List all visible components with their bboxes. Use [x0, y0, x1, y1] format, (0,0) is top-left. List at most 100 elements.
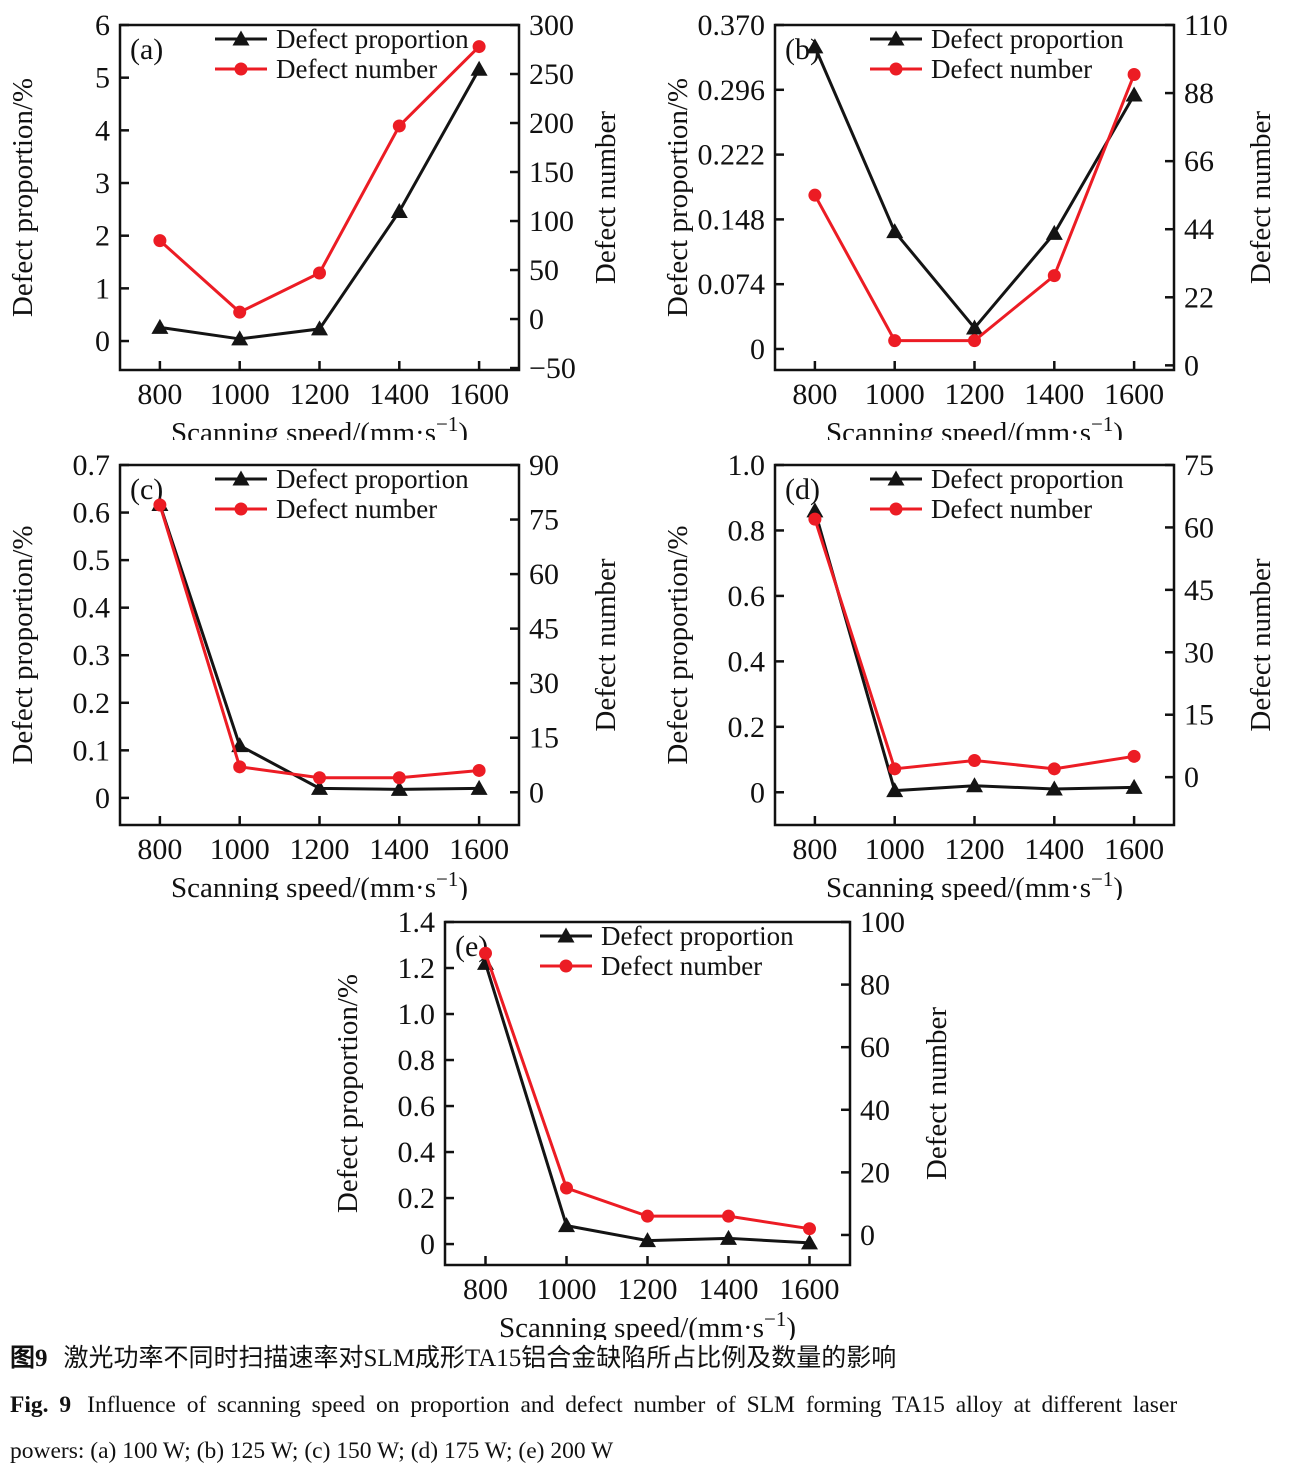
x-tick-label: 1000 [537, 1273, 597, 1306]
y-left-tick-label: 0.2 [398, 1182, 436, 1215]
y-right-tick-label: 75 [529, 504, 559, 537]
x-tick-label: 1600 [1104, 833, 1164, 866]
y-right-tick-label: 44 [1184, 213, 1214, 246]
series-defect-number-marker [1047, 762, 1061, 776]
series-defect-number-marker [153, 498, 167, 512]
y-left-axis-title: Defect proportion/% [7, 525, 39, 764]
y-right-tick-label: 0 [860, 1219, 875, 1252]
y-left-tick-label: 0.5 [73, 544, 111, 577]
y-left-tick-label: 0.370 [698, 9, 766, 42]
series-defect-proportion-marker [1045, 224, 1063, 240]
x-axis-title: Scanning speed/(mm·s−1) [826, 867, 1123, 900]
series-defect-proportion-marker [966, 319, 983, 335]
x-tick-label: 1200 [945, 833, 1005, 866]
series-defect-proportion-marker [639, 1232, 656, 1248]
series-defect-number-line [813, 73, 1136, 343]
y-left-tick-label: 0.6 [73, 497, 111, 530]
x-tick-label: 1600 [1104, 378, 1164, 411]
series-defect-number-marker [1127, 68, 1141, 82]
y-right-tick-label: 110 [1184, 9, 1228, 42]
legend-triangle-marker [232, 30, 250, 46]
legend-label: Defect proportion [601, 921, 794, 951]
x-axis-title: Scanning speed/(mm·s−1) [499, 1307, 796, 1340]
legend-label: Defect proportion [931, 24, 1124, 54]
x-axis-title: Scanning speed/(mm·s−1) [171, 412, 468, 440]
x-tick-label: 1000 [865, 833, 925, 866]
y-left-tick-label: 1.0 [398, 998, 436, 1031]
x-tick-label: 1400 [1024, 378, 1084, 411]
chart-panel-a: 0 1 2 3 4 5 6 −50 0 50 100 150 200 250 300 800 1000 1200 1… [0, 0, 654, 449]
legend-circle-marker [234, 502, 248, 516]
legend-label: Defect proportion [931, 464, 1124, 494]
series-defect-number-marker [641, 1209, 654, 1223]
series-defect-number-marker [472, 763, 486, 777]
x-tick-label: 800 [137, 378, 182, 411]
y-right-tick-label: 0 [1184, 761, 1199, 794]
chart-panel-e: 0 0.2 0.4 0.6 0.8 1.0 1.2 1.4 0 20 40 60 80 100 800 100… [325, 900, 985, 1344]
y-right-tick-label: 15 [529, 722, 559, 755]
y-left-tick-label: 0.7 [73, 449, 111, 482]
y-left-tick-label: 0.148 [698, 203, 766, 236]
x-tick-label: 1000 [865, 378, 925, 411]
legend-circle-marker [889, 62, 903, 76]
caption-line-zh: 图9 激光功率不同时扫描速率对SLM成形TA15铝合金缺陷所占比例及数量的影响 [10, 1336, 1302, 1382]
chart-b: 0 0.074 0.148 0.222 0.296 0.370 0 22 44 66 88 110 80… [662, 9, 1277, 449]
series-defect-proportion-marker [1045, 780, 1063, 796]
y-left-tick-label: 0.1 [73, 734, 111, 767]
series-defect-number-marker [968, 334, 981, 348]
series-defect-proportion-marker [720, 1229, 737, 1245]
x-tick-label: 1400 [369, 833, 429, 866]
x-tick-label: 1000 [210, 833, 270, 866]
caption-en-text: Influence of scanning speed on proportio… [87, 1392, 1178, 1418]
series-defect-number-marker [803, 1222, 816, 1236]
x-tick-label: 1200 [945, 378, 1005, 411]
y-left-tick-label: 0 [95, 325, 110, 358]
y-right-tick-label: 22 [1184, 281, 1214, 314]
x-tick-label: 800 [792, 833, 837, 866]
series-defect-number-marker [392, 119, 406, 133]
x-tick-label: 1400 [369, 378, 429, 411]
y-right-axis-title: Defect number [590, 111, 622, 284]
series-defect-proportion-marker [1125, 778, 1143, 794]
y-left-tick-label: 1.2 [398, 952, 436, 985]
y-left-tick-label: 6 [95, 9, 110, 42]
y-left-axis-title: Defect proportion/% [662, 78, 694, 317]
y-left-tick-label: 5 [95, 62, 110, 95]
y-right-axis-title: Defect number [1245, 111, 1277, 284]
y-left-tick-label: 0 [750, 333, 765, 366]
y-right-tick-label: 100 [860, 906, 905, 939]
series-defect-proportion-marker [558, 1217, 575, 1233]
y-left-axis-title: Defect proportion/% [662, 525, 694, 764]
y-left-tick-label: 0.3 [73, 639, 111, 672]
legend-circle-marker [559, 959, 573, 973]
series-defect-proportion-marker [311, 320, 328, 336]
y-left-tick-label: 0.2 [728, 711, 766, 744]
y-right-tick-label: 250 [529, 58, 574, 91]
legend-triangle-marker [557, 927, 575, 943]
series-defect-proportion-marker [886, 223, 904, 239]
series-defect-number-marker [153, 234, 167, 248]
y-right-axis-title: Defect number [1245, 558, 1277, 731]
x-tick-label: 800 [792, 378, 837, 411]
y-left-axis-title: Defect proportion/% [7, 78, 39, 317]
series-defect-number-marker [472, 40, 486, 54]
y-right-tick-label: 0 [529, 776, 544, 809]
x-axis-title: Scanning speed/(mm·s−1) [826, 412, 1123, 440]
y-right-tick-label: 0 [529, 303, 544, 336]
series-defect-proportion-marker [886, 782, 904, 798]
chart-d: 0 0.2 0.4 0.6 0.8 1.0 0 15 30 45 60 75 800 1000 1200 14… [662, 449, 1277, 904]
caption-zh-text: 激光功率不同时扫描速率对SLM成形TA15铝合金缺陷所占比例及数量的影响 [63, 1345, 897, 1372]
panel-label: (d) [785, 473, 820, 506]
y-right-tick-label: 80 [860, 969, 890, 1002]
legend-label: Defect number [276, 54, 437, 84]
series-defect-number-marker [808, 188, 822, 202]
chart-panel-c: 0 0.1 0.2 0.3 0.4 0.5 0.6 0.7 0 15 30 45 60 75 90 800 10… [0, 440, 654, 904]
x-tick-label: 800 [137, 833, 182, 866]
series-defect-proportion-marker [806, 502, 824, 518]
y-right-tick-label: 60 [860, 1031, 890, 1064]
y-right-tick-label: 45 [529, 613, 559, 646]
y-right-tick-label: 40 [860, 1094, 890, 1127]
y-left-tick-label: 1.4 [398, 906, 436, 939]
